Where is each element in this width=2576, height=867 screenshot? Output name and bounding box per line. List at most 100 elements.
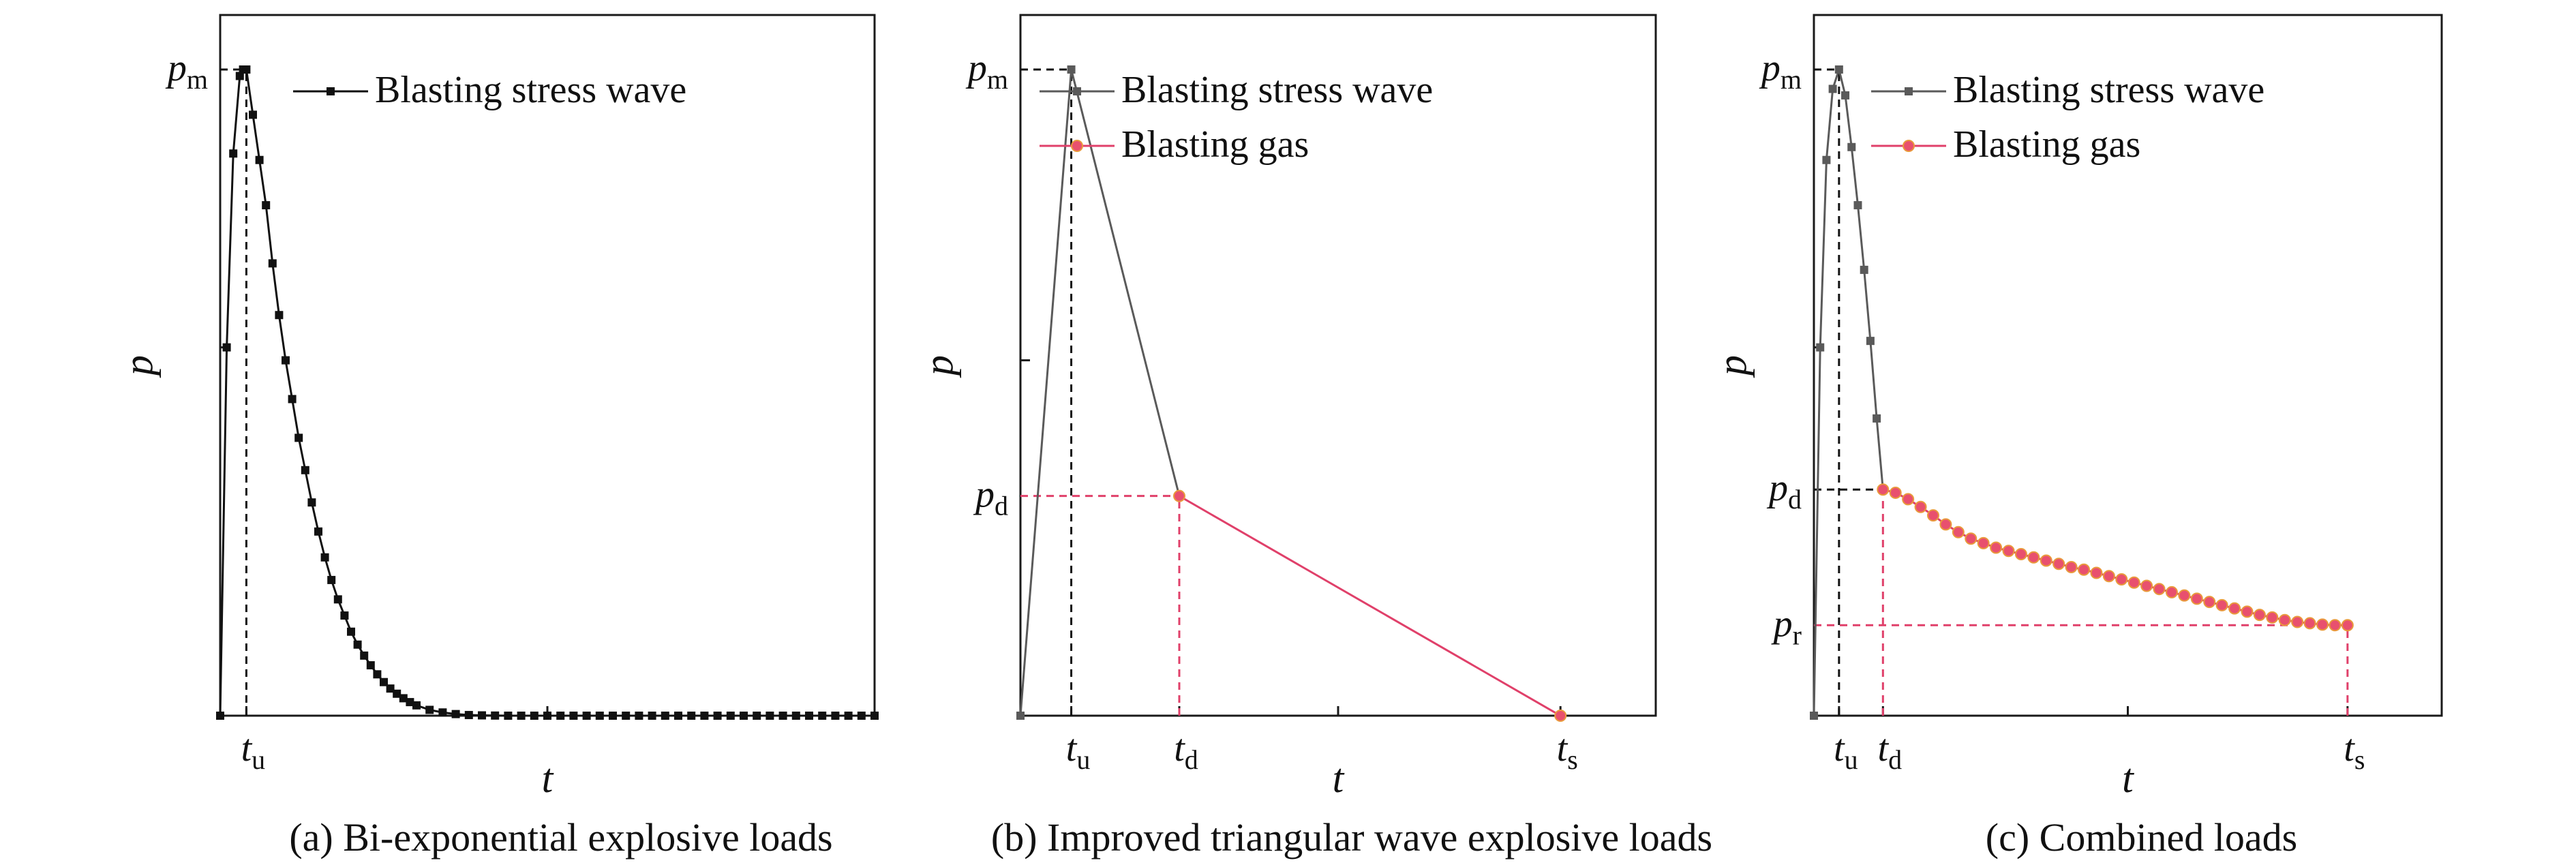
y-key-label-0-sub: m — [987, 64, 1008, 95]
data-point-0-63 — [831, 712, 840, 720]
data-point-1-1 — [1554, 710, 1567, 722]
y-axis-title: p — [116, 355, 161, 378]
data-point-1-0 — [1173, 489, 1185, 502]
data-point-0-47 — [622, 712, 631, 720]
data-point-0-11 — [282, 356, 290, 365]
data-point-0-4 — [1834, 65, 1843, 74]
y-key-label-0-sub: m — [1781, 64, 1802, 95]
data-point-1-0 — [1877, 483, 1890, 496]
data-point-0-53 — [700, 712, 709, 720]
x-key-label-1: td — [1878, 727, 1903, 775]
legend-marker-0 — [1905, 87, 1913, 95]
y-key-label-2-base: p — [1771, 603, 1793, 645]
data-point-1-35 — [2316, 618, 2329, 631]
panel-caption: (c) Combined loads — [1986, 815, 2297, 860]
y-key-label-1-sub: d — [1788, 484, 1802, 515]
data-point-0-3 — [235, 72, 244, 80]
plot-frame — [1019, 14, 1657, 717]
data-point-1-20 — [2127, 576, 2140, 589]
data-point-0-8 — [262, 201, 271, 210]
series-0 — [216, 65, 879, 720]
legend-marker-1 — [1903, 140, 1915, 152]
series-line-0 — [1019, 69, 1181, 716]
data-point-1-37 — [2341, 619, 2354, 632]
x-key-label-1-sub: d — [1888, 744, 1902, 775]
x-axis-title: t — [1333, 756, 1345, 801]
data-point-0-9 — [268, 259, 277, 268]
data-point-0-6 — [1847, 142, 1856, 151]
data-point-0-20 — [340, 611, 349, 620]
y-key-label-0-base: p — [965, 47, 987, 89]
data-point-0-0 — [1016, 712, 1025, 720]
data-point-0-45 — [595, 712, 604, 720]
data-point-0-41 — [543, 712, 551, 720]
x-key-label-2: ts — [1557, 727, 1578, 775]
data-point-1-1 — [1889, 486, 1902, 499]
data-point-0-28 — [393, 689, 401, 698]
legend-label-1: Blasting gas — [1953, 123, 2140, 166]
data-point-1-5 — [1939, 518, 1952, 531]
x-key-label-0-base: t — [241, 727, 253, 770]
data-point-0-54 — [713, 712, 722, 720]
x-axis-title: t — [2122, 756, 2134, 801]
x-key-label-2-sub: s — [2354, 744, 2365, 775]
data-point-1-19 — [2115, 573, 2128, 585]
panel-caption: (a) Bi-exponential explosive loads — [289, 815, 832, 860]
x-key-label-1-sub: d — [1185, 744, 1198, 775]
data-point-0-7 — [255, 155, 264, 164]
data-point-1-29 — [2241, 605, 2254, 618]
y-key-label-1: pd — [973, 474, 1008, 521]
data-point-0-29 — [399, 694, 408, 703]
data-point-1-24 — [2178, 589, 2191, 602]
legend-entry-0: Blasting stress wave — [293, 69, 686, 111]
data-point-0-21 — [347, 627, 355, 636]
y-key-label-0: pm — [165, 47, 208, 95]
data-point-1-8 — [1977, 536, 1990, 549]
legend-label-1: Blasting gas — [1121, 123, 1309, 166]
data-point-1-11 — [2014, 548, 2027, 560]
legend-entry-0: Blasting stress wave — [1871, 69, 2264, 111]
y-key-label-2: pr — [1771, 603, 1802, 650]
data-point-1-18 — [2102, 570, 2115, 583]
y-key-label-0: pm — [1759, 47, 1802, 95]
data-point-1-7 — [1965, 532, 1978, 545]
series-line-0 — [1813, 65, 1884, 716]
data-point-1-12 — [2027, 551, 2040, 564]
data-point-1-27 — [2215, 598, 2228, 611]
data-point-1-9 — [1990, 541, 2003, 554]
data-point-0-39 — [517, 712, 526, 720]
data-point-0-10 — [275, 311, 284, 320]
data-point-1-4 — [1926, 509, 1939, 522]
legend-entry-1: Blasting gas — [1871, 123, 2140, 166]
data-point-0-6 — [249, 110, 257, 119]
x-key-label-1: td — [1174, 727, 1198, 775]
data-point-0-34 — [451, 710, 460, 718]
legend-label-0: Blasting stress wave — [375, 69, 686, 111]
data-point-1-10 — [2002, 545, 2015, 558]
panel-caption: (b) Improved triangular wave explosive l… — [991, 815, 1712, 860]
data-point-0-26 — [380, 678, 388, 686]
data-point-0-43 — [569, 712, 578, 720]
legend-marker-1 — [1071, 140, 1083, 152]
data-point-0-44 — [582, 712, 591, 720]
x-key-label-0: tu — [1066, 727, 1091, 775]
series-0 — [1810, 65, 1888, 720]
data-point-1-3 — [1914, 500, 1927, 513]
x-key-label-1-base: t — [1878, 727, 1890, 770]
data-point-0-36 — [478, 711, 486, 720]
data-point-0-2 — [1822, 155, 1831, 164]
x-axis-title: t — [542, 756, 554, 801]
data-point-1-34 — [2303, 617, 2316, 630]
data-point-0-65 — [857, 712, 866, 720]
legend-label-0: Blasting stress wave — [1121, 69, 1433, 111]
data-point-0-0 — [1810, 712, 1818, 720]
series-line-1 — [1882, 488, 2348, 626]
data-point-1-33 — [2291, 615, 2304, 628]
data-point-0-57 — [753, 712, 761, 720]
y-key-label-1-base: p — [1766, 467, 1788, 509]
y-key-label-2-sub: r — [1793, 620, 1802, 650]
plot-frame — [1813, 14, 2443, 717]
